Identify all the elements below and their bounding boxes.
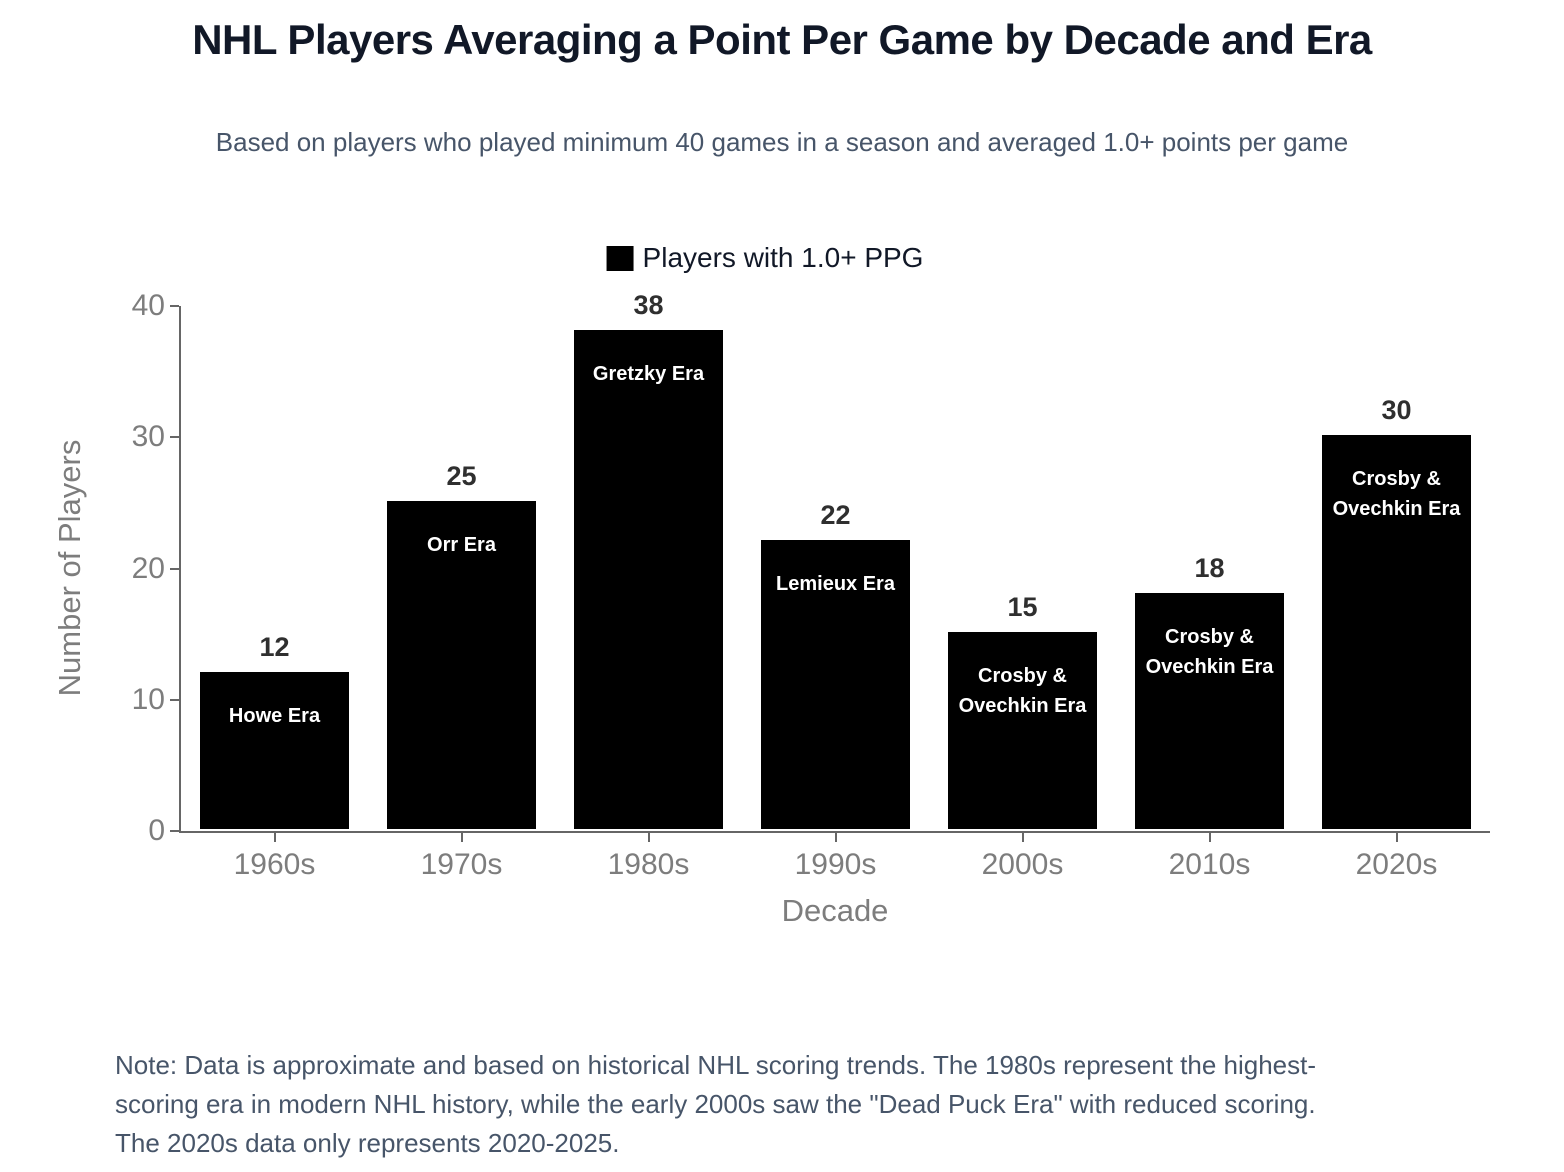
x-tick-label-1960s: 1960s	[233, 848, 316, 881]
bar-value-label-1990s: 22	[820, 500, 851, 531]
bar-era-label-1980s: Gretzky Era	[592, 363, 705, 386]
bar-era-label-2020s: Crosby & Ovechkin Era	[1332, 468, 1461, 521]
bar-value-label-1960s: 12	[259, 631, 290, 662]
x-tick-mark-1990s	[834, 833, 837, 842]
bar-era-label-2000s: Crosby & Ovechkin Era	[958, 665, 1087, 718]
y-tick-label-0: 0	[148, 814, 165, 847]
bar-2020s: Crosby & Ovechkin Era	[1322, 435, 1471, 829]
bar-value-label-1970s: 25	[446, 460, 477, 491]
bar-era-label-1960s: Howe Era	[228, 704, 321, 727]
y-tick-label-30: 30	[131, 420, 165, 454]
x-tick-mark-1980s	[647, 833, 650, 842]
y-tick-mark-10	[170, 698, 179, 701]
chart-subtitle: Based on players who played minimum 40 g…	[215, 127, 1349, 157]
bar-1960s: Howe Era	[200, 671, 349, 829]
y-tick-label-10: 10	[131, 682, 165, 716]
x-tick-label-1980s: 1980s	[607, 848, 690, 881]
y-axis-title: Number of Players	[52, 439, 87, 697]
plot-area: 0 10 20 30 40 1960s Howe Era 12 1970s Orr Era 25 19…	[132, 289, 1490, 881]
bar-value-label-2020s: 30	[1381, 395, 1412, 426]
y-tick-mark-30	[170, 436, 179, 439]
legend-swatch	[606, 245, 634, 271]
y-tick-mark-40	[170, 305, 179, 307]
bar-2010s: Crosby & Ovechkin Era	[1135, 592, 1284, 829]
x-tick-mark-1960s	[273, 833, 276, 842]
bar-2000s: Crosby & Ovechkin Era	[948, 632, 1097, 829]
x-axis-title: Decade	[781, 893, 889, 928]
x-tick-mark-2010s	[1208, 833, 1211, 842]
bar-1970s: Orr Era	[387, 500, 536, 829]
bar-era-label-1990s: Lemieux Era	[776, 573, 895, 596]
y-tick-mark-20	[170, 567, 179, 570]
bar-value-label-1980s: 38	[633, 290, 664, 321]
bar-1980s: Gretzky Era	[574, 330, 723, 829]
footnote: Note: Data is approximate and based on h…	[115, 1050, 1317, 1158]
chart-legend: Players with 1.0+ PPG	[606, 242, 924, 274]
bar-era-label-1970s: Orr Era	[427, 533, 496, 556]
y-tick-label-20: 20	[131, 551, 165, 585]
legend-label: Players with 1.0+ PPG	[642, 242, 924, 273]
y-tick-mark-0	[170, 830, 179, 832]
page-title: NHL Players Averaging a Point Per Game b…	[192, 16, 1372, 63]
x-tick-mark-2000s	[1021, 833, 1024, 842]
x-tick-label-2020s: 2020s	[1355, 848, 1438, 881]
bar-value-label-2000s: 15	[1007, 592, 1038, 623]
bar-1990s: Lemieux Era	[761, 540, 910, 829]
x-tick-label-1990s: 1990s	[794, 848, 877, 881]
bar-value-label-2010s: 18	[1194, 552, 1225, 583]
x-tick-mark-1970s	[460, 833, 463, 842]
x-tick-label-2010s: 2010s	[1168, 848, 1251, 881]
x-tick-label-1970s: 1970s	[420, 848, 503, 881]
x-tick-label-2000s: 2000s	[981, 848, 1064, 881]
y-axis-line	[179, 306, 181, 833]
x-axis-line	[179, 831, 1490, 833]
y-tick-label-40: 40	[131, 289, 165, 322]
x-tick-mark-2020s	[1395, 833, 1398, 842]
bar-era-label-2010s: Crosby & Ovechkin Era	[1145, 625, 1274, 678]
